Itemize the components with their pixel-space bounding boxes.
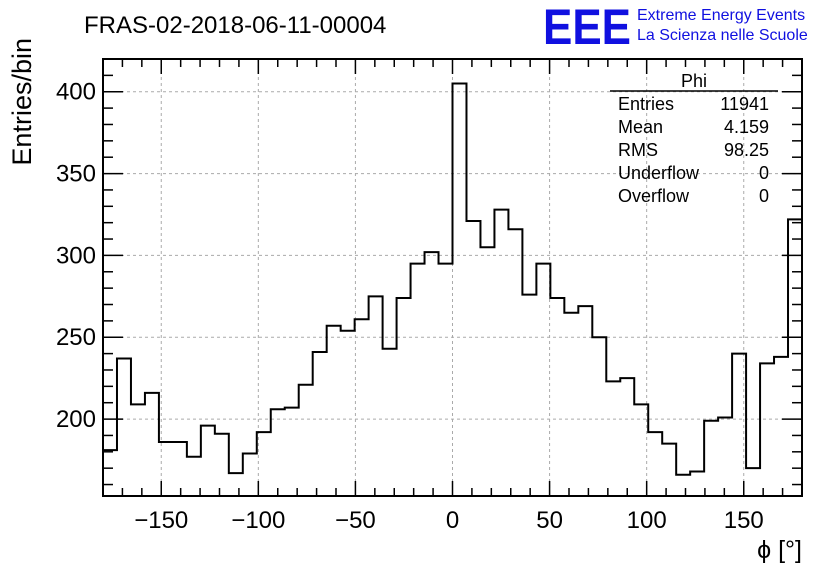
axis-ticks (103, 59, 802, 496)
stats-row-value: 0 (759, 186, 769, 206)
eee-logo-text: EEE (543, 0, 631, 55)
stats-row-label: Mean (618, 117, 663, 137)
stats-row-label: RMS (618, 140, 658, 160)
stats-row-label: Entries (618, 94, 674, 114)
stats-row-value: 0 (759, 163, 769, 183)
x-tick-label: −50 (335, 507, 376, 534)
x-tick-labels: −150 −100 −50 0 50 100 150 (134, 507, 764, 534)
y-tick-label: 350 (56, 161, 96, 188)
y-tick-label: 250 (56, 324, 96, 351)
x-tick-label: 50 (536, 507, 563, 534)
y-tick-label: 200 (56, 406, 96, 433)
eee-logo-line2: La Scienza nelle Scuole (637, 27, 808, 44)
y-tick-label: 300 (56, 242, 96, 269)
histogram-line (103, 82, 802, 476)
stats-box-title: Phi (681, 71, 707, 91)
y-axis-label: Entries/bin (7, 38, 37, 166)
eee-logo: EEE Extreme Energy Events La Scienza nel… (543, 0, 808, 55)
stats-row-value: 11941 (720, 94, 769, 114)
histogram-series (103, 82, 802, 476)
x-tick-label: −100 (231, 507, 285, 534)
x-tick-label: 0 (446, 507, 459, 534)
stats-row-value: 98.25 (724, 140, 769, 160)
stats-row-value: 4.159 (724, 117, 769, 137)
plot-frame (102, 58, 803, 497)
chart-title: FRAS-02-2018-06-11-00004 (84, 12, 386, 39)
x-axis-label: ϕ [°] (757, 536, 802, 564)
x-tick-label: 100 (627, 507, 667, 534)
stats-row-label: Overflow (618, 186, 690, 206)
x-tick-label: 150 (724, 507, 764, 534)
y-tick-labels: 200 250 300 350 400 (56, 79, 96, 433)
stats-row-label: Underflow (618, 163, 700, 183)
stats-box: Phi Entries 11941 Mean 4.159 RMS 98.25 Underfl… (610, 71, 778, 206)
eee-logo-line1: Extreme Energy Events (637, 7, 805, 24)
y-tick-label: 400 (56, 79, 96, 106)
x-tick-label: −150 (134, 507, 188, 534)
